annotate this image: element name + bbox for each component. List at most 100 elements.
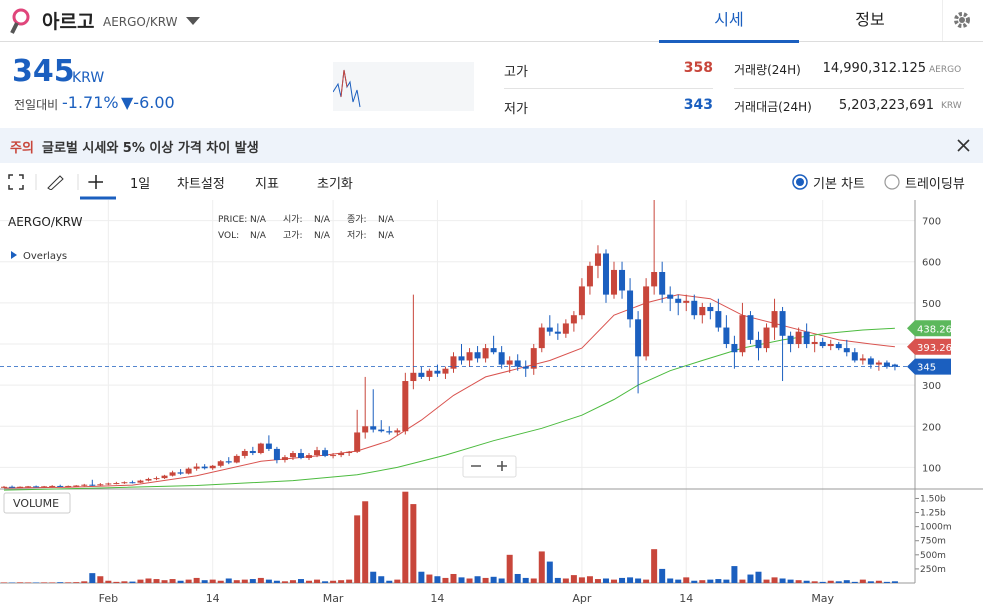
candle-body [137, 480, 144, 483]
volume-bar [426, 574, 433, 583]
volume-bar [554, 577, 561, 583]
vol-tick-label: 250m [920, 565, 946, 575]
amt: 5,203,223,691 [838, 98, 934, 113]
candle-body [787, 335, 794, 344]
volume-bar [570, 575, 577, 583]
candle-body [177, 472, 184, 474]
volume-bar [811, 581, 818, 583]
candle-body [891, 364, 898, 367]
pair: AERGO/KRW [103, 15, 178, 29]
x-tick-label: 14 [679, 592, 693, 605]
coin-name: 아르고 [42, 11, 95, 33]
sparkline [333, 62, 474, 111]
volume-bar [867, 581, 874, 583]
amt-unit: KRW [941, 101, 962, 111]
vol-label-box [3, 492, 71, 514]
candle-body [667, 294, 674, 299]
volume-bar [851, 581, 858, 583]
info-text: N/A [250, 215, 267, 225]
candle-body [249, 450, 256, 454]
volume-bar [378, 576, 385, 583]
zoom-box[interactable] [462, 455, 517, 478]
volume-bar [418, 571, 425, 583]
radio-label[interactable]: 기본 차트 [813, 177, 865, 192]
tab[interactable]: 정보 [855, 10, 885, 29]
volume-bar [177, 580, 184, 583]
candle-body [731, 344, 738, 353]
candle-body [691, 300, 698, 316]
candle-body [185, 468, 192, 474]
volume-bar [338, 580, 345, 583]
candle-body [241, 450, 248, 456]
volume-bar [297, 579, 304, 583]
volume-bar [482, 577, 489, 583]
chart-settings[interactable]: 차트설정 [177, 177, 225, 192]
interval[interactable]: 1일 [130, 177, 151, 192]
candle-body [835, 344, 842, 349]
volume-bar [883, 581, 890, 583]
candle-body [771, 311, 778, 328]
candle-body [514, 360, 521, 367]
candle-body [659, 272, 666, 295]
price-unit: KRW [72, 70, 105, 86]
candle-body [458, 356, 465, 361]
x-tick-label: Apr [572, 592, 592, 605]
volume-bar [498, 578, 505, 583]
candle-body [506, 360, 513, 365]
candle-body [49, 485, 56, 487]
vol-tick-label: 500m [920, 551, 946, 561]
candle-body [265, 443, 272, 449]
volume-bar [627, 577, 634, 583]
high-label: 고가 [504, 65, 528, 80]
reset[interactable]: 초기화 [317, 177, 353, 192]
logo [10, 8, 30, 34]
volume-bar [843, 580, 850, 583]
dropdown[interactable] [186, 17, 200, 26]
volume-bar [81, 581, 88, 583]
price: 345 [12, 54, 75, 89]
tab-active[interactable]: 시세 [659, 0, 799, 43]
volume-bar [97, 576, 104, 583]
settings[interactable] [942, 0, 983, 41]
candle-body [675, 298, 682, 303]
candle-body [843, 348, 850, 353]
info-text: N/A [378, 231, 395, 241]
volume-bar [121, 581, 128, 583]
vol-unit: AERGO [929, 65, 962, 75]
change-pct: -1.71% [62, 93, 119, 112]
volume-bar [57, 582, 64, 583]
volume-bar [731, 566, 738, 583]
indicators[interactable]: 지표 [255, 177, 279, 192]
candle-body [466, 352, 473, 361]
crosshair-tool[interactable] [80, 170, 120, 200]
volume-bar [699, 580, 706, 583]
radio-off[interactable] [884, 174, 900, 190]
candle-body [89, 484, 96, 486]
close[interactable] [957, 139, 970, 152]
chart: 100200300400500600700250m500m750m1000m1.… [0, 200, 983, 613]
y-tick-label: 300 [922, 381, 941, 392]
candle-body [201, 466, 208, 469]
volume-bar [602, 578, 609, 583]
x-tick-label: 14 [206, 592, 220, 605]
candle-body [73, 485, 80, 487]
volume-bar [739, 579, 746, 583]
vol-tick-label: 1.25b [920, 509, 946, 519]
volume-bar [691, 580, 698, 583]
candle-body [586, 265, 593, 287]
volume-bar [562, 578, 569, 583]
radio-label[interactable]: 트레이딩뷰 [905, 177, 965, 192]
candle-body [378, 429, 385, 432]
volume-bar [586, 576, 593, 583]
candle-body [57, 485, 64, 487]
radio-on[interactable] [792, 174, 808, 190]
candle-body [827, 344, 834, 347]
divider [504, 88, 713, 89]
candle-body [611, 269, 618, 295]
candle-body [482, 348, 489, 359]
volume-bar [594, 579, 601, 583]
volume-bar [410, 504, 417, 583]
volume-bar [386, 580, 393, 583]
volume-bar [314, 579, 321, 583]
plot-bg [0, 200, 983, 613]
